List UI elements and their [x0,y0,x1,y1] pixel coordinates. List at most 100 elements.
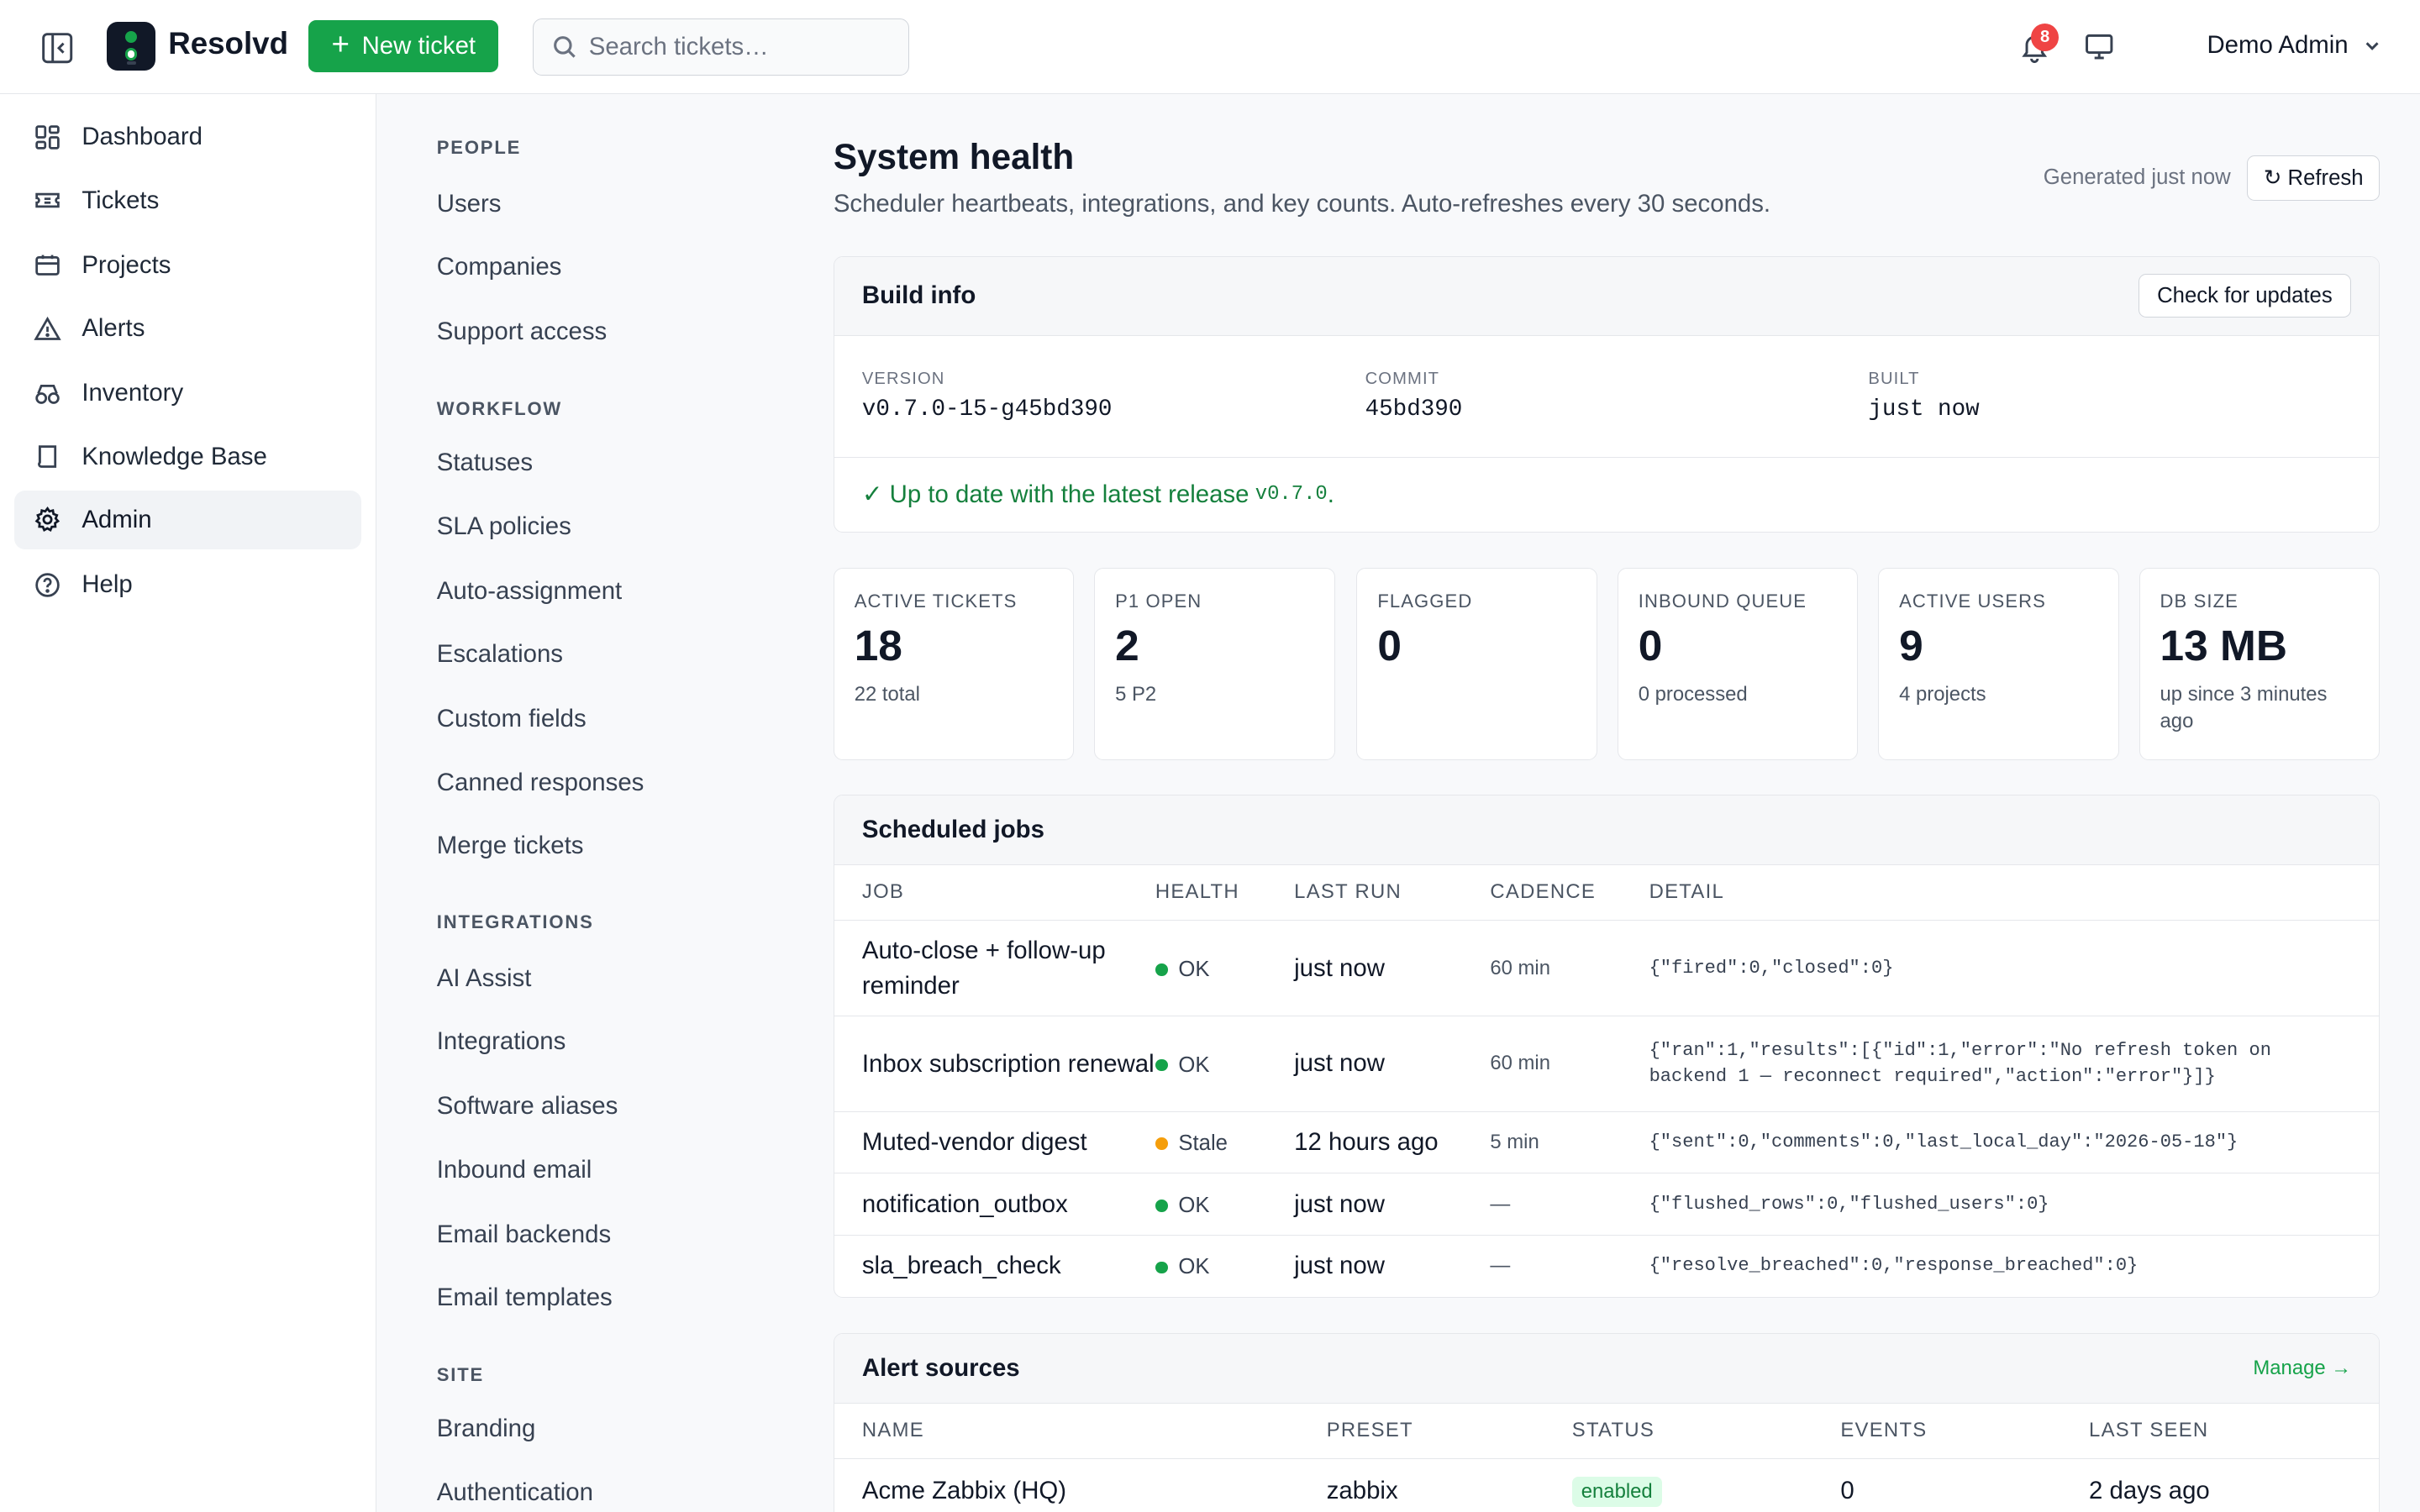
alert-triangle-icon [34,316,62,340]
subnav-escalations[interactable]: Escalations [436,640,563,669]
subnav-auto-assignment[interactable]: Auto-assignment [436,576,623,605]
subnav-companies[interactable]: Companies [436,253,562,281]
job-detail: {"resolve_breached":0,"response_breached… [1649,1255,2139,1277]
col-status[interactable]: STATUS [1571,1403,1841,1460]
stat-value: 18 [854,620,902,669]
monitor-icon[interactable] [2082,29,2116,63]
commit-value: 45bd390 [1365,396,1463,423]
job-last-run: just now [1294,1016,1491,1112]
search-input[interactable] [588,33,898,61]
subnav-statuses[interactable]: Statuses [436,449,534,477]
col-cadence[interactable]: CADENCE [1490,864,1649,921]
stat-sub: 5 P2 [1115,682,1157,706]
build-info-title: Build info [861,281,976,310]
col-job[interactable]: JOB [834,864,1155,921]
status-dot-ok [1155,1058,1168,1072]
table-row[interactable]: notification_outbox OK just now — {"flus… [834,1173,2380,1236]
sidebar-collapse-icon[interactable] [40,31,74,65]
job-name: Muted-vendor digest [834,1111,1155,1174]
subnav-email-backends[interactable]: Email backends [436,1220,612,1248]
table-row[interactable]: Auto-close + follow-up reminder OK just … [834,920,2380,1017]
alert-sources-title: Alert sources [861,1353,1020,1382]
nav-label: Tickets [82,186,160,214]
sidebar: Dashboard Tickets Projects Alerts Invent… [0,94,377,1512]
nav-help[interactable]: Help [14,555,361,614]
nav-admin[interactable]: Admin [13,491,361,549]
subnav-support-access[interactable]: Support access [436,318,608,346]
job-last-run: just now [1294,1252,1385,1280]
subnav-users[interactable]: Users [436,189,502,218]
subnav-email-templates[interactable]: Email templates [436,1284,613,1312]
subnav-authentication[interactable]: Authentication [436,1478,593,1506]
table-header-row: JOB HEALTH LAST RUN CADENCE DETAIL [834,864,2380,921]
subnav-sla-policies[interactable]: SLA policies [436,512,571,540]
app-name[interactable]: Resolvd [168,26,289,61]
search-box[interactable] [532,18,909,76]
nav-projects[interactable]: Projects [14,236,361,295]
new-ticket-button[interactable]: + New ticket [308,19,499,73]
alert-source-last-seen: 2 days ago [2089,1477,2210,1505]
app-logo[interactable] [106,21,156,71]
stat-p1-open: P1 OPEN 2 5 P2 [1094,567,1335,761]
commit-label: COMMIT [1365,369,1440,388]
alert-sources-table: NAME PRESET STATUS EVENTS LAST SEEN Acme… [834,1403,2380,1512]
nav-dashboard[interactable]: Dashboard [14,108,361,167]
update-status: ✓ Up to date with the latest release v0.… [834,458,2379,532]
subnav-canned-responses[interactable]: Canned responses [436,768,644,796]
subnav-merge-tickets[interactable]: Merge tickets [436,831,584,859]
nav-alerts[interactable]: Alerts [14,299,361,358]
manage-link[interactable]: Manage → [2253,1356,2352,1379]
col-events[interactable]: EVENTS [1840,1403,2090,1460]
table-row[interactable]: Acme Zabbix (HQ) zabbix enabled 0 2 days… [834,1459,2379,1512]
job-name: Auto-close + follow-up reminder [834,920,1155,1017]
stat-label: P1 OPEN [1115,590,1202,612]
subnav-heading-people: PEOPLE [436,137,522,159]
check-updates-button[interactable]: Check for updates [2138,274,2352,318]
job-name: Inbox subscription renewal [834,1016,1155,1112]
update-status-text: ✓ Up to date with the latest release [861,480,1249,509]
subnav-custom-fields[interactable]: Custom fields [436,705,587,733]
job-last-run: just now [1294,920,1491,1017]
subnav-heading-integrations: INTEGRATIONS [436,911,594,933]
col-last-seen[interactable]: LAST SEEN [2089,1403,2380,1460]
table-row[interactable]: Muted-vendor digest Stale 12 hours ago 5… [834,1111,2380,1174]
col-detail[interactable]: DETAIL [1649,864,2380,921]
alert-sources-header: Alert sources Manage → [834,1333,2380,1404]
col-last-run[interactable]: LAST RUN [1294,864,1491,921]
nav-label: Alerts [82,314,145,343]
nav-knowledge-base[interactable]: Knowledge Base [14,428,361,486]
job-health: Stale [1155,1111,1295,1174]
col-preset[interactable]: PRESET [1326,1403,1572,1460]
user-menu[interactable]: Demo Admin [2207,31,2381,60]
table-row[interactable]: sla_breach_check OK just now — {"resolve… [834,1235,2379,1296]
book-icon [38,445,57,468]
nav-label: Dashboard [82,123,203,151]
table-row[interactable]: Inbox subscription renewal OK just now 6… [834,1016,2380,1112]
scheduled-jobs-title: Scheduled jobs [861,815,1044,843]
stat-inbound-queue: INBOUND QUEUE 0 0 processed [1617,567,1859,761]
nav-inventory[interactable]: Inventory [14,364,361,423]
subnav-inbound-email[interactable]: Inbound email [436,1155,592,1184]
job-detail: {"flushed_rows":0,"flushed_users":0} [1649,1173,2380,1236]
nav-label: Projects [82,250,171,279]
job-detail: {"sent":0,"comments":0,"last_local_day":… [1649,1111,2380,1174]
job-cadence: — [1490,1254,1511,1278]
nav-tickets[interactable]: Tickets [14,171,361,230]
col-health[interactable]: HEALTH [1155,864,1295,921]
stat-label: FLAGGED [1377,590,1473,612]
job-detail: {"ran":1,"results":[{"id":1,"error":"No … [1649,1016,2380,1112]
build-info-grid: VERSION v0.7.0-15-g45bd390 COMMIT 45bd39… [834,336,2380,458]
refresh-button[interactable]: ↻ Refresh [2247,155,2381,201]
subnav-ai-assist[interactable]: AI Assist [436,963,532,992]
col-name[interactable]: NAME [834,1403,1327,1460]
stat-value: 2 [1115,620,1139,669]
build-built: BUILT just now [1868,370,1979,423]
subnav-integrations[interactable]: Integrations [436,1027,566,1056]
scheduled-jobs-header: Scheduled jobs [834,795,2380,865]
job-cadence: — [1490,1173,1649,1236]
subnav-software-aliases[interactable]: Software aliases [436,1092,618,1121]
subnav-branding[interactable]: Branding [436,1415,536,1443]
dashboard-icon [35,125,60,150]
status-dot-stale [1155,1137,1168,1151]
